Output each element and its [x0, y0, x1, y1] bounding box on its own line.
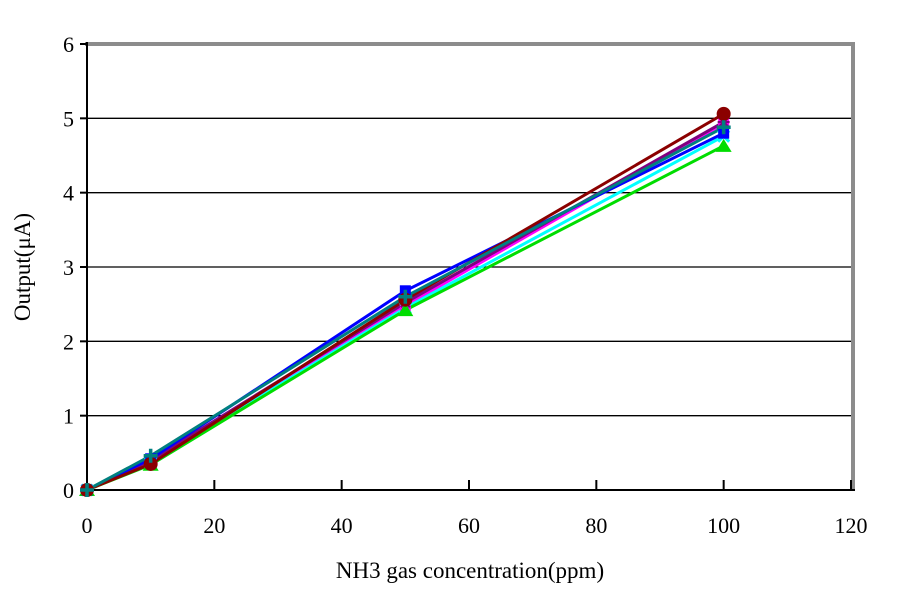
x-tick-label-60: 60 [458, 513, 480, 538]
x-tick-label-80: 80 [585, 513, 607, 538]
marker-maroon-circle [716, 106, 731, 121]
x-tick-label-40: 40 [331, 513, 353, 538]
y-tick-label-5: 5 [63, 106, 74, 131]
x-tick-label-20: 20 [203, 513, 225, 538]
series-line-teal-plus [86, 125, 725, 492]
marker-green-triangle [397, 303, 414, 317]
x-tick-label-120: 120 [835, 513, 868, 538]
series-line-maroon-circle [86, 112, 725, 492]
marker-teal-plus [143, 448, 158, 463]
x-axis-title: NH3 gas concentration(ppm) [336, 558, 604, 583]
y-axis-title: Output(μA) [10, 213, 35, 321]
y-tick-label-6: 6 [63, 32, 74, 57]
y-tick-label-1: 1 [63, 404, 74, 429]
x-tick-label-100: 100 [707, 513, 740, 538]
marker-maroon-circle [143, 456, 158, 471]
marker-teal-plus [80, 483, 94, 497]
y-tick-label-2: 2 [63, 329, 74, 354]
x-tick-label-0: 0 [82, 513, 93, 538]
y-tick-label-4: 4 [63, 181, 74, 206]
y-tick-label-0: 0 [63, 478, 74, 503]
marker-green-triangle [715, 138, 732, 152]
marker-teal-plus [716, 120, 731, 135]
marker-teal-plus [398, 289, 413, 304]
y-tick-label-3: 3 [63, 255, 74, 280]
